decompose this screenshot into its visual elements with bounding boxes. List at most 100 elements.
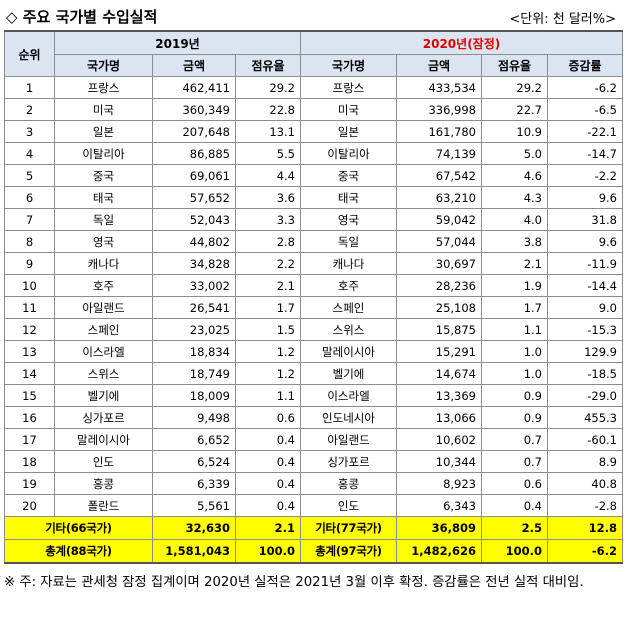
cell-rank: 19 [4, 472, 55, 495]
cell-amount-2020: 15,875 [396, 318, 482, 341]
title-row: ◇ 주요 국가별 수입실적 <단위: 천 달러%> [6, 6, 622, 30]
header-amount-2020: 금액 [396, 54, 482, 77]
cell-country-2020: 캐나다 [300, 252, 397, 275]
cell-amount-2020: 74,139 [396, 142, 482, 165]
cell-rank: 8 [4, 230, 55, 253]
cell-amount-2019: 6,524 [152, 450, 236, 473]
cell-amount-2019: 69,061 [152, 164, 236, 187]
cell-amount-2019: 1,581,043 [152, 539, 236, 564]
cell-country-2019: 싱가포르 [54, 406, 153, 429]
table-row: 2 미국 360,349 22.8 미국 336,998 22.7 -6.5 [4, 98, 623, 121]
cell-rank: 18 [4, 450, 55, 473]
table-row: 12 스페인 23,025 1.5 스위스 15,875 1.1 -15.3 [4, 318, 623, 341]
table-row: 19 홍콩 6,339 0.4 홍콩 8,923 0.6 40.8 [4, 472, 623, 495]
cell-share-2020: 0.7 [481, 450, 548, 473]
cell-share-2019: 3.6 [235, 186, 301, 209]
total-row: 총계(88국가) 1,581,043 100.0 총계(97국가) 1,482,626 1… [4, 539, 623, 564]
cell-country-2019: 총계(88국가) [4, 539, 153, 564]
cell-share-2020: 29.2 [481, 76, 548, 99]
cell-share-2020: 4.6 [481, 164, 548, 187]
cell-amount-2020: 63,210 [396, 186, 482, 209]
cell-country-2020: 이탈리아 [300, 142, 397, 165]
cell-country-2019: 호주 [54, 274, 153, 297]
cell-growth: 9.6 [547, 186, 623, 209]
table-row: 15 벨기에 18,009 1.1 이스라엘 13,369 0.9 -29.0 [4, 384, 623, 407]
cell-share-2020: 22.7 [481, 98, 548, 121]
table-row: 20 폴란드 5,561 0.4 인도 6,343 0.4 -2.8 [4, 494, 623, 517]
cell-amount-2020: 28,236 [396, 274, 482, 297]
cell-rank: 15 [4, 384, 55, 407]
cell-country-2019: 일본 [54, 120, 153, 143]
cell-rank: 16 [4, 406, 55, 429]
cell-share-2020: 1.0 [481, 340, 548, 363]
import-table: 순위 2019년 2020년(잠정) 국가명 금액 점유율 국가명 금액 점유율… [4, 30, 623, 564]
cell-growth: -11.9 [547, 252, 623, 275]
cell-amount-2019: 18,009 [152, 384, 236, 407]
cell-country-2020: 독일 [300, 230, 397, 253]
cell-growth: 8.9 [547, 450, 623, 473]
table-row: 7 독일 52,043 3.3 영국 59,042 4.0 31.8 [4, 208, 623, 231]
table-row: 5 중국 69,061 4.4 중국 67,542 4.6 -2.2 [4, 164, 623, 187]
cell-amount-2020: 15,291 [396, 340, 482, 363]
cell-share-2019: 0.4 [235, 472, 301, 495]
cell-share-2020: 2.5 [481, 516, 548, 540]
cell-country-2019: 미국 [54, 98, 153, 121]
cell-amount-2019: 360,349 [152, 98, 236, 121]
cell-rank: 10 [4, 274, 55, 297]
table-row: 8 영국 44,802 2.8 독일 57,044 3.8 9.6 [4, 230, 623, 253]
cell-growth: -15.3 [547, 318, 623, 341]
cell-growth: -60.1 [547, 428, 623, 451]
cell-share-2020: 0.9 [481, 384, 548, 407]
table-body: 1 프랑스 462,411 29.2 프랑스 433,534 29.2 -6.2 2 미국 360,… [4, 76, 623, 564]
cell-amount-2020: 13,369 [396, 384, 482, 407]
header-year-2020: 2020년(잠정) [300, 30, 623, 55]
cell-growth: -22.1 [547, 120, 623, 143]
cell-country-2020: 중국 [300, 164, 397, 187]
table-row: 3 일본 207,648 13.1 일본 161,780 10.9 -22.1 [4, 120, 623, 143]
cell-country-2020: 스위스 [300, 318, 397, 341]
cell-share-2019: 0.4 [235, 450, 301, 473]
cell-country-2019: 홍콩 [54, 472, 153, 495]
cell-amount-2019: 57,652 [152, 186, 236, 209]
cell-country-2019: 이탈리아 [54, 142, 153, 165]
cell-amount-2020: 336,998 [396, 98, 482, 121]
table-row: 6 태국 57,652 3.6 태국 63,210 4.3 9.6 [4, 186, 623, 209]
cell-share-2020: 3.8 [481, 230, 548, 253]
cell-amount-2019: 462,411 [152, 76, 236, 99]
cell-amount-2020: 6,343 [396, 494, 482, 517]
cell-share-2019: 1.2 [235, 340, 301, 363]
cell-growth: 9.6 [547, 230, 623, 253]
cell-amount-2020: 10,602 [396, 428, 482, 451]
cell-country-2019: 인도 [54, 450, 153, 473]
cell-growth: -6.2 [547, 76, 623, 99]
cell-growth: -29.0 [547, 384, 623, 407]
cell-country-2019: 벨기에 [54, 384, 153, 407]
cell-amount-2019: 26,541 [152, 296, 236, 319]
cell-amount-2019: 5,561 [152, 494, 236, 517]
cell-growth: -18.5 [547, 362, 623, 385]
cell-amount-2020: 10,344 [396, 450, 482, 473]
cell-amount-2020: 161,780 [396, 120, 482, 143]
cell-share-2019: 2.1 [235, 516, 301, 540]
cell-country-2019: 캐나다 [54, 252, 153, 275]
cell-amount-2020: 36,809 [396, 516, 482, 540]
cell-amount-2019: 6,339 [152, 472, 236, 495]
cell-amount-2020: 1,482,626 [396, 539, 482, 564]
cell-amount-2019: 6,652 [152, 428, 236, 451]
table-row: 13 이스라엘 18,834 1.2 말레이시아 15,291 1.0 129.9 [4, 340, 623, 363]
cell-share-2020: 0.6 [481, 472, 548, 495]
cell-country-2020: 프랑스 [300, 76, 397, 99]
cell-share-2020: 4.0 [481, 208, 548, 231]
header-country-2020: 국가명 [300, 54, 397, 77]
cell-amount-2020: 25,108 [396, 296, 482, 319]
cell-amount-2019: 32,630 [152, 516, 236, 540]
cell-share-2020: 1.1 [481, 318, 548, 341]
cell-country-2019: 기타(66국가) [4, 516, 153, 540]
cell-share-2020: 5.0 [481, 142, 548, 165]
cell-rank: 11 [4, 296, 55, 319]
cell-amount-2019: 33,002 [152, 274, 236, 297]
cell-share-2020: 0.9 [481, 406, 548, 429]
cell-country-2020: 태국 [300, 186, 397, 209]
cell-share-2019: 1.1 [235, 384, 301, 407]
cell-country-2020: 기타(77국가) [300, 516, 397, 540]
